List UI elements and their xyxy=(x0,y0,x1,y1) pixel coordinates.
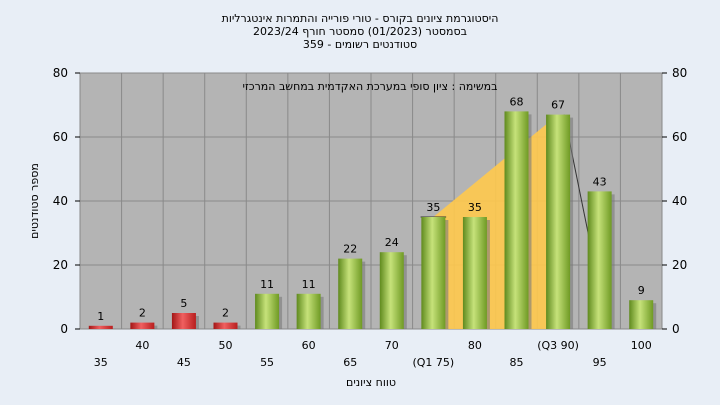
x-tick-label-40: 40 xyxy=(135,339,149,352)
y-axis-label: מספר סטודנטים xyxy=(28,163,41,239)
bar-45 xyxy=(171,313,196,329)
data-label-95: 43 xyxy=(593,175,607,188)
data-label-85: 68 xyxy=(510,95,524,108)
bar-65 xyxy=(338,258,363,329)
x-tick-label-85: 85 xyxy=(510,356,524,369)
x-tick-label-55: 55 xyxy=(260,356,274,369)
x-tick-label-50: 50 xyxy=(219,339,233,352)
x-tick-label-45: 45 xyxy=(177,356,191,369)
y-tick-label-right: 20 xyxy=(672,258,687,272)
bar-60 xyxy=(296,293,321,329)
y-tick-label-left: 20 xyxy=(53,258,68,272)
data-label-65: 22 xyxy=(343,243,357,256)
y-tick-label-left: 0 xyxy=(60,322,68,336)
data-label-70: 24 xyxy=(385,236,399,249)
bar-90 xyxy=(546,114,571,329)
data-label-45: 5 xyxy=(180,297,187,310)
x-tick-label-70: 70 xyxy=(385,339,399,352)
bar-70 xyxy=(379,252,404,329)
data-label-50: 2 xyxy=(222,307,229,320)
data-label-75: 35 xyxy=(426,201,440,214)
chart-title: היסטוגרמת ציונים בקורס - טורי פורייה והת… xyxy=(222,12,499,51)
data-label-35: 1 xyxy=(97,310,104,323)
y-tick-label-right: 40 xyxy=(672,194,687,208)
x-tick-label-35: 35 xyxy=(94,356,108,369)
bar-75 xyxy=(421,217,446,329)
x-axis-label: טווח ציונים xyxy=(346,376,396,389)
y-axis-left: 0 20 40 60 80 xyxy=(53,66,80,336)
x-tick-label-90: (Q3 90) xyxy=(537,339,579,352)
y-axis-right: 0 20 40 60 80 xyxy=(662,66,687,336)
data-label-90: 67 xyxy=(551,99,565,112)
data-label-55: 11 xyxy=(260,278,274,291)
x-tick-label-95: 95 xyxy=(593,356,607,369)
x-tick-label-80: 80 xyxy=(468,339,482,352)
bar-40 xyxy=(130,322,155,329)
title-line-2: בסמסטר (01/2023) סמסטר חורף 2023/24 xyxy=(253,25,467,38)
data-label-40: 2 xyxy=(139,307,146,320)
data-label-60: 11 xyxy=(302,278,316,291)
y-tick-label-left: 80 xyxy=(53,66,68,80)
bar-50 xyxy=(213,322,238,329)
data-label-100: 9 xyxy=(638,284,645,297)
bar-85 xyxy=(504,111,529,330)
y-tick-label-right: 80 xyxy=(672,66,687,80)
bar-35 xyxy=(88,325,113,329)
bar-80 xyxy=(462,217,487,329)
chart-annotation: במשימה : ציון סופי במערכת האקדמית במחשב … xyxy=(243,80,498,93)
bar-100 xyxy=(629,300,654,329)
data-labels: 1 2 5 2 11 11 22 24 35 35 68 67 43 9 xyxy=(97,95,644,322)
x-tick-label-100: 100 xyxy=(631,339,652,352)
bars xyxy=(88,111,657,330)
data-label-80: 35 xyxy=(468,201,482,214)
x-tick-label-75: (Q1 75) xyxy=(412,356,454,369)
x-axis: 35 40 45 50 55 60 65 70 (Q1 75) 80 85 (Q3 90) 95 100 xyxy=(94,339,652,369)
title-line-3: סטודנטים רשומים - 359 xyxy=(303,38,417,51)
y-tick-label-right: 0 xyxy=(672,322,680,336)
y-tick-label-left: 60 xyxy=(53,130,68,144)
title-line-1: היסטוגרמת ציונים בקורס - טורי פורייה והת… xyxy=(222,12,499,25)
y-tick-label-left: 40 xyxy=(53,194,68,208)
bar-55 xyxy=(255,293,280,329)
x-tick-label-60: 60 xyxy=(302,339,316,352)
y-tick-label-right: 60 xyxy=(672,130,687,144)
x-tick-label-65: 65 xyxy=(343,356,357,369)
bar-95 xyxy=(587,191,612,329)
